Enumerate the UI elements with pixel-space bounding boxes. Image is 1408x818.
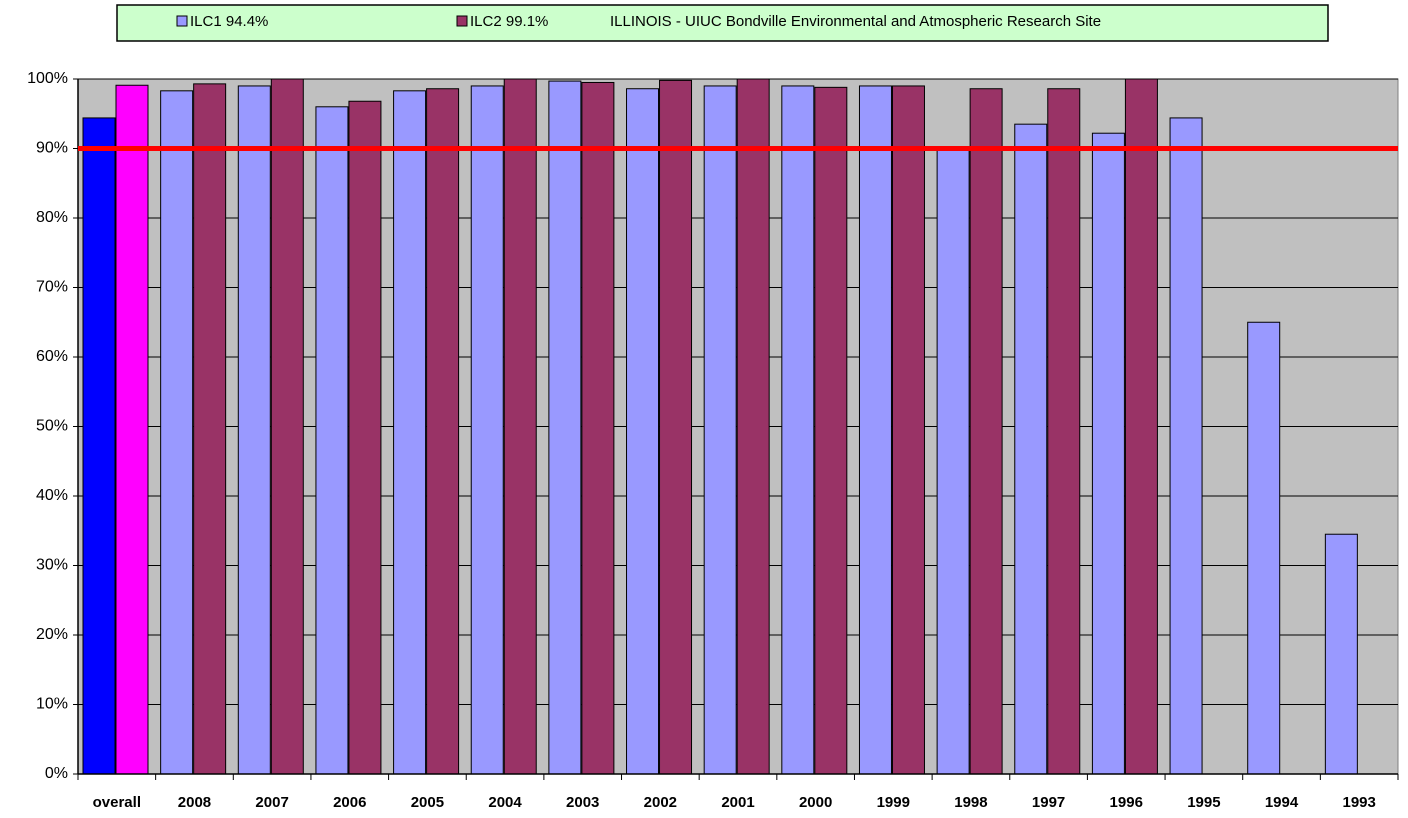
- bar: [393, 90, 427, 775]
- x-tick-label: 1994: [1265, 794, 1299, 811]
- y-tick-label: 50%: [36, 418, 68, 435]
- bar: [193, 83, 227, 775]
- x-tick-label: overall: [93, 794, 141, 811]
- bar: [781, 85, 815, 775]
- legend-label: ILC1 94.4%: [190, 13, 268, 30]
- x-tick-label: 2003: [566, 794, 599, 811]
- bar: [659, 79, 693, 775]
- bar: [1014, 123, 1048, 775]
- x-tick-label: 1993: [1342, 794, 1375, 811]
- bar: [1247, 321, 1281, 775]
- bar: [1091, 132, 1125, 775]
- bar: [115, 84, 149, 775]
- bar: [626, 88, 660, 775]
- legend-swatch: [456, 15, 468, 27]
- x-tick-label: 1999: [877, 794, 910, 811]
- bar: [503, 78, 537, 775]
- bar: [814, 86, 848, 775]
- x-tick-label: 1998: [954, 794, 987, 811]
- bar: [969, 88, 1003, 775]
- bar: [1324, 533, 1358, 775]
- bar: [426, 88, 460, 775]
- x-tick-label: 1997: [1032, 794, 1065, 811]
- bar: [581, 81, 615, 775]
- y-tick-label: 70%: [36, 279, 68, 296]
- y-tick-label: 30%: [36, 557, 68, 574]
- y-tick-label: 20%: [36, 626, 68, 643]
- x-tick-label: 2006: [333, 794, 366, 811]
- bar: [1124, 78, 1158, 775]
- x-tick-label: 2005: [411, 794, 444, 811]
- y-tick-label: 60%: [36, 348, 68, 365]
- legend-label: ILC2 99.1%: [470, 13, 548, 30]
- y-tick-label: 80%: [36, 209, 68, 226]
- y-tick-label: 0%: [45, 765, 68, 782]
- x-tick-label: 1995: [1187, 794, 1220, 811]
- legend-swatch: [176, 15, 188, 27]
- y-tick-label: 40%: [36, 487, 68, 504]
- bar: [858, 85, 892, 775]
- bar: [736, 78, 770, 775]
- bar: [703, 85, 737, 775]
- x-tick-label: 2004: [488, 794, 522, 811]
- bar: [82, 117, 116, 775]
- x-tick-label: 2001: [721, 794, 754, 811]
- y-tick-label: 90%: [36, 140, 68, 157]
- bar: [936, 149, 970, 775]
- x-tick-label: 2007: [255, 794, 288, 811]
- x-tick-label: 1996: [1110, 794, 1143, 811]
- bar: [548, 80, 582, 775]
- bar: [270, 78, 304, 775]
- bar: [470, 85, 504, 775]
- bar: [348, 100, 382, 775]
- chart-title: ILLINOIS - UIUC Bondville Environmental …: [610, 13, 1101, 30]
- y-tick-label: 100%: [27, 70, 68, 87]
- legend-box: [116, 4, 1329, 42]
- x-tick-label: 2008: [178, 794, 211, 811]
- x-tick-label: 2002: [644, 794, 677, 811]
- bar: [160, 90, 194, 775]
- bar: [237, 85, 271, 775]
- bar: [315, 106, 349, 775]
- bar: [1169, 117, 1203, 775]
- x-tick-label: 2000: [799, 794, 832, 811]
- bar: [1047, 88, 1081, 775]
- y-tick-label: 10%: [36, 696, 68, 713]
- bar: [891, 85, 925, 775]
